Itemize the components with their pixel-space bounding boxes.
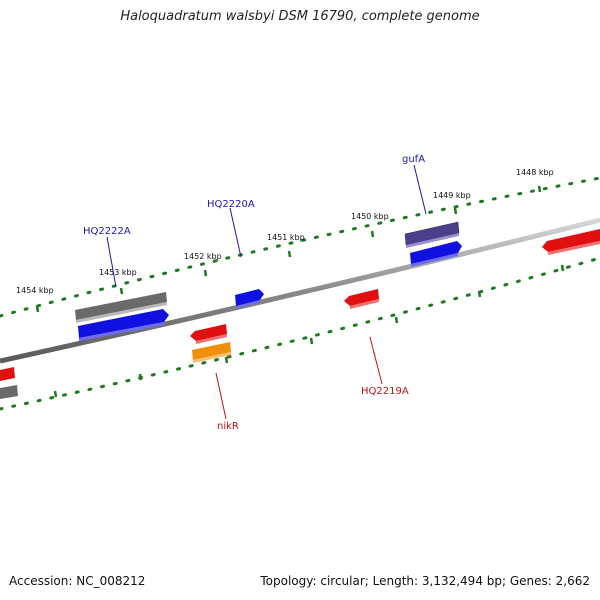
reverse-genes[interactable] [0, 229, 600, 381]
forward-genes[interactable] [0, 221, 462, 399]
gene-label-HQ2220A: HQ2220A [207, 199, 255, 210]
gene-HQ2222A-shadow [76, 302, 167, 323]
gene-gray-left-edge[interactable] [0, 385, 18, 399]
map-title: Haloquadratum walsbyi DSM 16790, complet… [120, 9, 480, 24]
gene-red-nikR-adj[interactable] [190, 324, 227, 341]
inner-major-ticks [53, 264, 565, 398]
gene-red-nikR-adj-shadow [196, 334, 227, 344]
scale-labels: 1448 kbp 1449 kbp 1450 kbp 1451 kbp 1452… [16, 168, 554, 295]
accession-label: Accession: NC_008212 [9, 574, 146, 588]
gene-label-HQ2219A: HQ2219A [361, 386, 409, 397]
gene-red-right-edge[interactable] [542, 229, 600, 252]
topology-summary: Topology: circular; Length: 3,132,494 bp… [260, 574, 590, 588]
inner-scale-ring [0, 256, 600, 411]
gene-blue-1449-shadow [411, 253, 458, 267]
gene-red-left-edge[interactable] [0, 367, 15, 381]
gene-nikR-shadow [193, 352, 231, 363]
genome-backbone [0, 217, 600, 364]
gene-HQ2220A-shadow [236, 300, 260, 308]
scale-label: 1451 kbp [267, 233, 305, 242]
gene-red-right-edge-shadow [548, 241, 600, 255]
scale-label: 1453 kbp [99, 268, 137, 277]
gene-HQ2219A-shadow [350, 299, 379, 309]
scale-label: 1449 kbp [433, 191, 471, 200]
scale-label: 1452 kbp [184, 252, 222, 261]
gene-label-gufA: gufA [402, 154, 425, 165]
scale-label: 1450 kbp [351, 212, 389, 221]
gene-HQ2219A[interactable] [344, 289, 379, 306]
scale-label: 1448 kbp [516, 168, 554, 177]
scale-label: 1454 kbp [16, 286, 54, 295]
gene-blue-1453-shadow [79, 322, 164, 341]
gene-blue-1453[interactable] [78, 309, 169, 338]
gene-HQ2222A[interactable] [75, 292, 167, 320]
gene-nikR[interactable] [192, 342, 231, 360]
gene-HQ2220A[interactable] [235, 289, 264, 306]
gene-label-nikR: nikR [217, 421, 239, 432]
outer-major-ticks [35, 185, 542, 313]
gene-blue-1449[interactable] [410, 241, 462, 264]
gene-gufA-shadow [406, 233, 459, 248]
label-leaders [106, 164, 427, 420]
gene-labels: gufA HQ2220A HQ2222A HQ2219A nikR [83, 154, 425, 432]
gene-label-HQ2222A: HQ2222A [83, 226, 131, 237]
